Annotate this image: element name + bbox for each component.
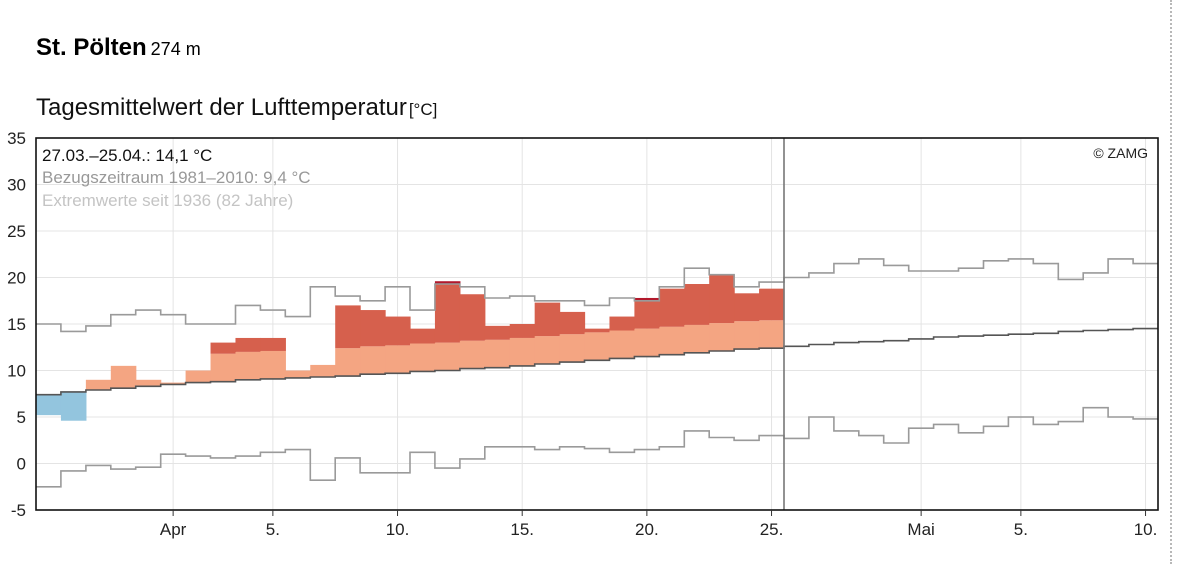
legend-period: 27.03.–25.04.: 14,1 °C: [42, 146, 212, 165]
plot-frame: [35, 137, 1159, 511]
temperature-bar: [609, 316, 635, 331]
plot-border: [35, 137, 1159, 511]
temperature-bar: [459, 340, 486, 369]
normal-line: [36, 327, 1158, 396]
y-tick-label: 15: [7, 315, 26, 334]
y-tick-label: 10: [7, 362, 26, 381]
chart-title-text: Tagesmittelwert der Lufttemperatur: [36, 94, 407, 121]
temperature-bar: [110, 365, 137, 389]
temperature-bar: [659, 288, 685, 327]
y-tick-label: 35: [7, 129, 26, 148]
temperature-bar: [559, 311, 586, 335]
temperature-bar: [684, 324, 710, 353]
legend-extremes: Extremwerte seit 1936 (82 Jahre): [42, 191, 293, 210]
station-title: St. Pölten 274 m: [36, 34, 201, 62]
y-tick-label: 25: [7, 222, 26, 241]
x-tick-label: 5.: [1014, 520, 1028, 539]
temperature-bar: [285, 370, 311, 378]
x-axis: Apr 5. 10. 15. 20. 25. Mai 5. 10.: [160, 510, 1157, 539]
temperature-bar: [709, 274, 735, 324]
temperature-bar: [410, 328, 436, 344]
temperature-bar: [210, 342, 237, 354]
temperature-bar: [534, 302, 561, 337]
temperature-bar: [709, 323, 735, 351]
temperature-bar: [335, 348, 361, 377]
chart-title: Tagesmittelwert der Lufttemperatur [°C]: [36, 94, 437, 122]
temperature-bar: [584, 328, 611, 333]
temperature-bar: [534, 336, 561, 364]
temperature-bar: [85, 379, 112, 391]
x-tick-label: 15.: [510, 520, 534, 539]
temperature-bar: [609, 330, 635, 359]
temperature-bar: [759, 320, 785, 349]
temperature-bar: [659, 326, 685, 355]
temperature-bar: [260, 337, 286, 351]
temperature-bar: [734, 321, 760, 350]
station-altitude: 274 m: [150, 39, 201, 59]
x-tick-label: Apr: [160, 520, 187, 539]
y-tick-label: -5: [11, 501, 26, 520]
y-axis: -5 0 5 10 15 20 25 30 35: [7, 129, 26, 520]
temperature-bar: [434, 281, 461, 285]
temperature-bar: [459, 294, 486, 341]
temperature-bar: [684, 284, 710, 325]
temperature-bar: [434, 342, 461, 371]
x-tick-label: 5.: [266, 520, 280, 539]
chart-unit: [°C]: [408, 100, 438, 119]
temperature-bar: [360, 310, 386, 347]
page-divider: [1170, 0, 1172, 564]
temperature-bar: [60, 391, 87, 421]
y-tick-label: 20: [7, 269, 26, 288]
temperature-bar: [410, 343, 436, 372]
temperature-bar: [385, 316, 411, 346]
temperature-bar: [135, 379, 162, 387]
legend-box: 27.03.–25.04.: 14,1 °C Bezugszeitraum 19…: [42, 145, 1148, 210]
extreme-max-line: [36, 258, 1158, 333]
temperature-bar: [36, 394, 62, 416]
temperature-bar: [385, 345, 411, 374]
y-tick-label: 0: [17, 455, 26, 474]
temperature-bar: [210, 353, 237, 382]
x-tick-label: 10.: [1134, 520, 1158, 539]
temperature-bar: [434, 284, 461, 343]
temperature-bar: [260, 350, 286, 379]
x-tick-label: 10.: [386, 520, 410, 539]
temperature-bar: [235, 351, 261, 380]
temperature-bar: [235, 337, 261, 352]
temperature-bar: [634, 297, 660, 301]
y-tick-label: 30: [7, 176, 26, 195]
legend-reference: Bezugszeitraum 1981–2010: 9,4 °C: [42, 168, 311, 187]
temperature-bar: [634, 300, 660, 329]
temperature-bar: [310, 364, 336, 378]
temperature-bar: [160, 382, 187, 385]
x-tick-label: Mai: [907, 520, 934, 539]
temperature-bar: [559, 334, 586, 363]
temperature-bar: [360, 346, 386, 375]
temperature-bar: [185, 370, 212, 383]
temperature-bar: [734, 293, 760, 322]
copyright-label: © ZAMG: [1093, 145, 1148, 161]
temperature-bar: [759, 288, 785, 321]
x-tick-label: 25.: [760, 520, 784, 539]
temperature-bar: [335, 305, 361, 349]
temperature-bar: [509, 324, 536, 338]
temperature-bar: [484, 325, 511, 340]
y-tick-label: 5: [17, 408, 26, 427]
temperature-bar: [584, 332, 611, 361]
x-tick-label: 20.: [635, 520, 659, 539]
temperature-bar: [484, 339, 511, 368]
station-name: St. Pölten: [36, 34, 147, 61]
temperature-bar: [509, 337, 536, 366]
temperature-bar: [634, 328, 660, 357]
temperature-bars: [36, 274, 785, 421]
extreme-min-line: [36, 406, 1158, 488]
reference-lines: [36, 258, 1158, 488]
